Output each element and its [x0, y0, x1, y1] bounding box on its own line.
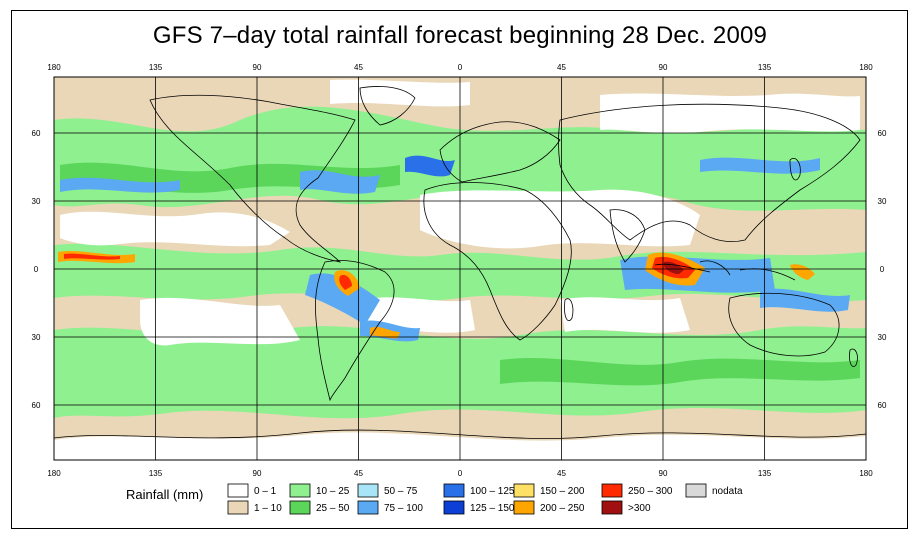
lon-tick-label-bottom: 90	[659, 469, 668, 478]
core-sacz	[370, 326, 400, 339]
graticule	[54, 77, 866, 460]
lat-tick-label-right: 60	[878, 401, 887, 410]
lon-tick-label-bottom: 135	[149, 469, 163, 478]
legend-swatch	[513, 500, 535, 515]
streak-north-pacific	[60, 177, 180, 193]
band-south-dark	[500, 358, 860, 386]
legend-swatch	[357, 500, 379, 515]
lat-tick-label-left: 60	[32, 129, 41, 138]
streak-north-america	[300, 170, 380, 194]
lon-tick-label-bottom: 45	[354, 469, 363, 478]
dry-south-pacific	[140, 297, 300, 346]
legend-label: 150 – 200	[540, 486, 585, 497]
outline-antarctica	[54, 429, 866, 439]
lon-tick-label-top: 45	[354, 63, 363, 72]
legend-swatch	[289, 483, 311, 498]
legend-swatch	[443, 483, 465, 498]
lat-tick-label-right: 30	[878, 333, 887, 342]
legend-label: 100 – 125	[470, 486, 515, 497]
lat-tick-label-left: 0	[34, 265, 39, 274]
outline-greenland	[359, 86, 416, 126]
lon-tick-label-top: 90	[253, 63, 262, 72]
legend-swatch	[289, 500, 311, 515]
dry-indian-ocean	[560, 297, 690, 333]
lon-tick-label-top: 135	[758, 63, 772, 72]
lat-tick-label-right: 30	[878, 197, 887, 206]
lon-tick-label-bottom: 45	[557, 469, 566, 478]
outline-africa	[423, 182, 572, 341]
lat-tick-label-left: 30	[32, 197, 41, 206]
legend-label: 250 – 300	[628, 486, 673, 497]
map-border	[53, 76, 867, 461]
outline-new-zealand	[849, 348, 858, 367]
outline-asia	[558, 103, 861, 242]
lon-tick-label-bottom: 135	[758, 469, 772, 478]
legend-swatch	[513, 483, 535, 498]
legend-swatch	[685, 483, 707, 498]
lat-tick-label-left: 30	[32, 333, 41, 342]
legend-swatch	[443, 500, 465, 515]
lon-tick-label-bottom: 180	[859, 469, 873, 478]
legend-label: nodata	[712, 486, 743, 497]
lon-tick-label-top: 180	[47, 63, 61, 72]
legend-swatch	[227, 500, 249, 515]
outline-south-america	[315, 260, 395, 402]
legend-label: 25 – 50	[316, 503, 350, 514]
outline-japan	[789, 158, 801, 181]
core-amazon-red	[339, 274, 352, 290]
legend-swatch	[601, 483, 623, 498]
legend-label: 1 – 10	[254, 503, 282, 514]
outline-europe	[439, 121, 561, 183]
dry-sahara	[420, 189, 700, 249]
core-coral-sea	[790, 264, 815, 280]
lat-tick-label-right: 60	[878, 129, 887, 138]
dry-arctic	[330, 79, 470, 107]
outline-australia	[728, 292, 840, 357]
legend-label: 50 – 75	[384, 486, 418, 497]
lon-tick-label-bottom: 0	[458, 469, 463, 478]
lon-tick-label-bottom: 90	[253, 469, 262, 478]
outline-north-america	[149, 94, 356, 263]
lat-tick-label-right: 0	[880, 265, 885, 274]
legend-label: >300	[628, 503, 651, 514]
legend-label: 10 – 25	[316, 486, 350, 497]
lon-tick-label-top: 180	[859, 63, 873, 72]
legend-swatch	[227, 483, 249, 498]
coastlines	[54, 86, 866, 439]
legend-label: 200 – 250	[540, 503, 585, 514]
core-pacific-red	[64, 253, 120, 260]
lon-tick-label-top: 90	[659, 63, 668, 72]
legend-label: 0 – 1	[254, 486, 277, 497]
legend-title: Rainfall (mm)	[126, 487, 203, 502]
legend-label: 125 – 150	[470, 503, 515, 514]
legend-label: 75 – 100	[384, 503, 423, 514]
legend: Rainfall (mm) 0 – 1 1 – 10 10 – 25 25 – 50 5…	[126, 483, 743, 515]
dry-siberia	[600, 93, 860, 134]
lat-tick-label-left: 60	[32, 401, 41, 410]
outline-madagascar	[564, 298, 574, 322]
dry-north-pacific	[60, 211, 290, 247]
legend-swatch	[357, 483, 379, 498]
lon-tick-label-top: 45	[557, 63, 566, 72]
streak-south-america	[305, 273, 380, 325]
map-title: GFS 7–day total rainfall forecast beginn…	[152, 22, 768, 49]
axis-ticks: 180 180 135 135 90 90 45 45 0 0 45 45 90 90 135 135 180 1…	[32, 63, 887, 478]
outline-india	[609, 209, 646, 263]
lon-tick-label-bottom: 180	[47, 469, 61, 478]
streak-south-pacific	[760, 288, 850, 312]
legend-swatch	[601, 500, 623, 515]
lon-tick-label-top: 0	[458, 63, 463, 72]
lon-tick-label-top: 135	[149, 63, 163, 72]
